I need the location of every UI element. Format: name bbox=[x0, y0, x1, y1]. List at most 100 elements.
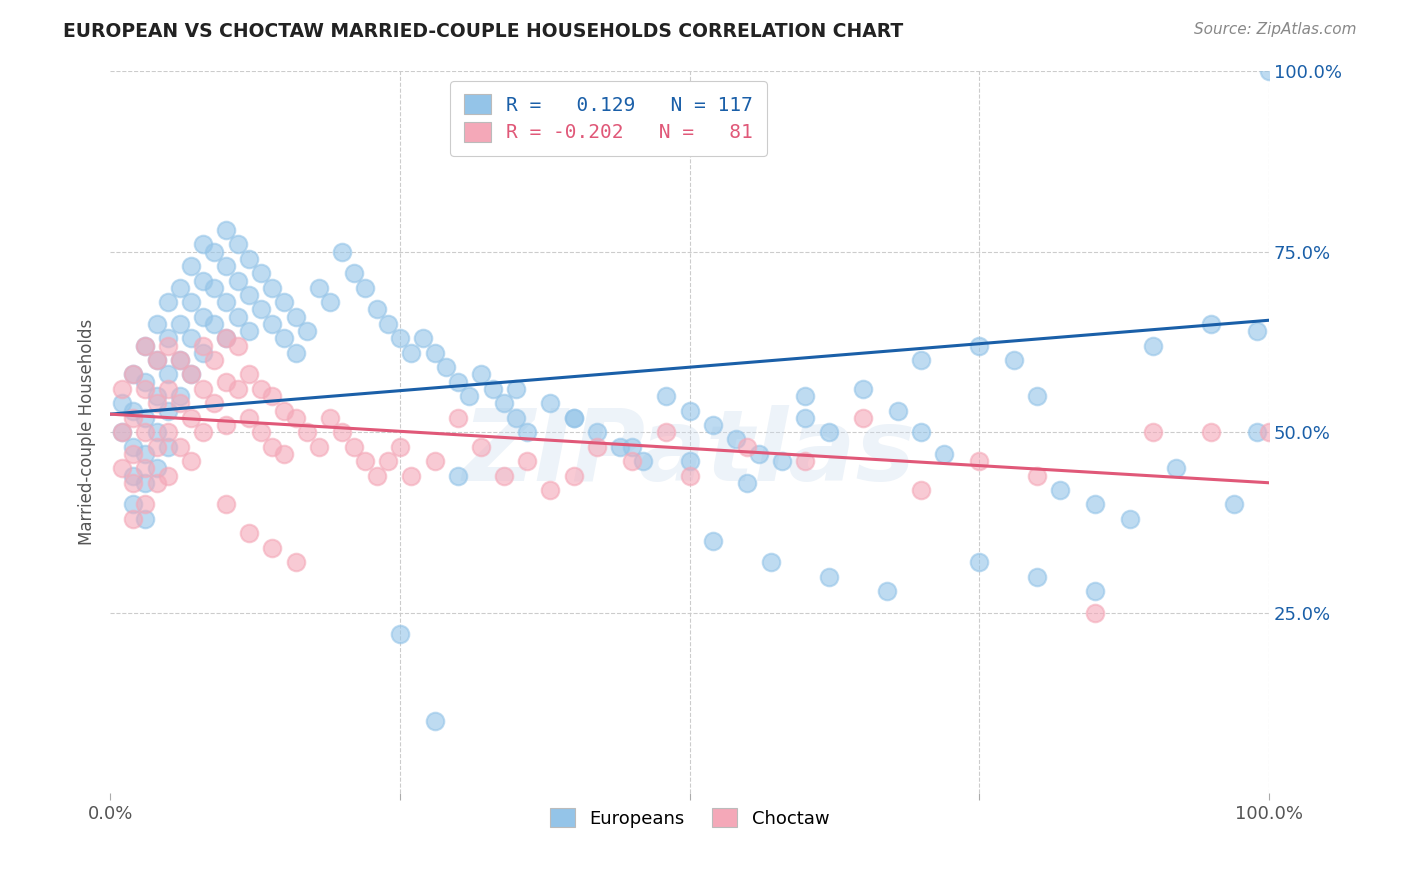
Point bbox=[180, 259, 202, 273]
Point bbox=[157, 338, 180, 352]
Point bbox=[295, 324, 318, 338]
Point bbox=[191, 382, 214, 396]
Point bbox=[169, 440, 191, 454]
Point bbox=[1199, 425, 1222, 440]
Point bbox=[330, 425, 353, 440]
Point bbox=[226, 273, 249, 287]
Point bbox=[122, 403, 145, 417]
Point bbox=[226, 310, 249, 324]
Text: EUROPEAN VS CHOCTAW MARRIED-COUPLE HOUSEHOLDS CORRELATION CHART: EUROPEAN VS CHOCTAW MARRIED-COUPLE HOUSE… bbox=[63, 22, 904, 41]
Point bbox=[447, 468, 470, 483]
Point bbox=[180, 368, 202, 382]
Point bbox=[191, 338, 214, 352]
Point bbox=[122, 468, 145, 483]
Point bbox=[1084, 606, 1107, 620]
Point bbox=[284, 310, 307, 324]
Point bbox=[540, 483, 562, 497]
Point bbox=[540, 396, 562, 410]
Point bbox=[1026, 468, 1049, 483]
Point bbox=[145, 440, 167, 454]
Point bbox=[145, 353, 167, 368]
Point bbox=[401, 468, 423, 483]
Point bbox=[910, 483, 932, 497]
Point bbox=[134, 512, 156, 526]
Point bbox=[262, 389, 284, 403]
Point bbox=[215, 295, 238, 310]
Point bbox=[876, 584, 898, 599]
Point bbox=[134, 475, 156, 490]
Point bbox=[794, 410, 817, 425]
Point bbox=[1026, 389, 1049, 403]
Point bbox=[134, 425, 156, 440]
Point bbox=[169, 317, 191, 331]
Point bbox=[111, 382, 134, 396]
Point bbox=[1142, 338, 1164, 352]
Point bbox=[111, 425, 134, 440]
Point bbox=[505, 410, 527, 425]
Point bbox=[134, 461, 156, 475]
Point bbox=[516, 425, 538, 440]
Point bbox=[157, 403, 180, 417]
Point bbox=[1246, 324, 1268, 338]
Point bbox=[678, 468, 700, 483]
Point bbox=[134, 410, 156, 425]
Point bbox=[308, 440, 330, 454]
Point bbox=[1166, 461, 1188, 475]
Point bbox=[678, 403, 700, 417]
Point bbox=[249, 425, 271, 440]
Point bbox=[238, 252, 260, 266]
Point bbox=[759, 555, 782, 569]
Point bbox=[585, 425, 607, 440]
Point bbox=[516, 454, 538, 468]
Point bbox=[1049, 483, 1071, 497]
Point bbox=[620, 440, 643, 454]
Point bbox=[204, 317, 226, 331]
Point bbox=[1258, 64, 1281, 78]
Point bbox=[262, 281, 284, 295]
Point bbox=[134, 338, 156, 352]
Point bbox=[204, 281, 226, 295]
Point bbox=[180, 454, 202, 468]
Point bbox=[145, 396, 167, 410]
Point bbox=[354, 454, 377, 468]
Point bbox=[215, 223, 238, 237]
Point bbox=[423, 714, 446, 728]
Point bbox=[609, 440, 631, 454]
Point bbox=[157, 295, 180, 310]
Point bbox=[273, 447, 295, 461]
Point bbox=[157, 331, 180, 345]
Point bbox=[1223, 498, 1246, 512]
Point bbox=[494, 468, 516, 483]
Point bbox=[157, 425, 180, 440]
Point bbox=[191, 425, 214, 440]
Point bbox=[238, 410, 260, 425]
Point bbox=[748, 447, 770, 461]
Point bbox=[111, 425, 134, 440]
Point bbox=[204, 353, 226, 368]
Point bbox=[724, 433, 747, 447]
Point bbox=[295, 425, 318, 440]
Point bbox=[794, 454, 817, 468]
Point bbox=[702, 417, 724, 432]
Point bbox=[1142, 425, 1164, 440]
Point bbox=[678, 454, 700, 468]
Point bbox=[505, 382, 527, 396]
Point bbox=[145, 425, 167, 440]
Point bbox=[377, 317, 399, 331]
Point bbox=[1246, 425, 1268, 440]
Point bbox=[330, 244, 353, 259]
Point bbox=[852, 382, 875, 396]
Point bbox=[157, 368, 180, 382]
Point bbox=[366, 302, 388, 317]
Point bbox=[737, 440, 759, 454]
Point bbox=[238, 526, 260, 541]
Point bbox=[122, 410, 145, 425]
Point bbox=[284, 345, 307, 359]
Legend: Europeans, Choctaw: Europeans, Choctaw bbox=[543, 801, 837, 835]
Text: ZIPatlas: ZIPatlas bbox=[463, 405, 917, 502]
Point bbox=[585, 440, 607, 454]
Point bbox=[284, 555, 307, 569]
Point bbox=[655, 389, 678, 403]
Point bbox=[388, 331, 411, 345]
Point bbox=[249, 382, 271, 396]
